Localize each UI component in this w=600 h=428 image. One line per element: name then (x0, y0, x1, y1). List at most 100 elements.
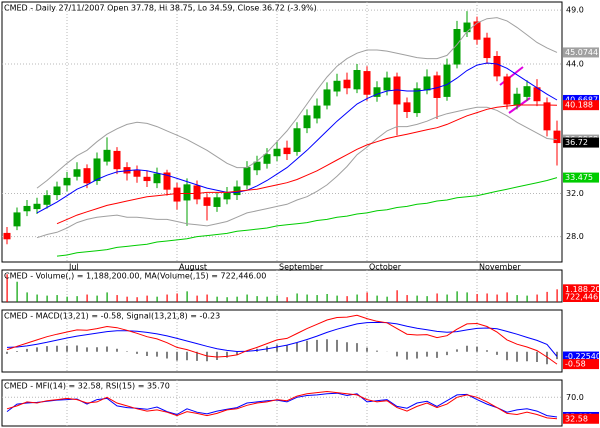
y-tick-label: 44.0 (566, 60, 584, 69)
candle-body (293, 128, 301, 152)
volume-bar (146, 295, 148, 302)
candle-body (23, 205, 31, 212)
candle-body (53, 186, 61, 196)
indicator-line (56, 104, 558, 225)
volume-ma-label: 722,446 (565, 293, 598, 302)
volume-bar (86, 294, 88, 302)
panel-frame (1, 309, 563, 373)
indicator-line-last-label-box (563, 100, 599, 111)
indicator-line (36, 62, 558, 214)
candle-body (93, 158, 101, 182)
candle-body (403, 102, 411, 113)
candle-body (353, 70, 361, 90)
volume-bar (126, 296, 128, 302)
candle-body (543, 102, 551, 131)
candle-body (373, 87, 381, 97)
panel-frame (1, 269, 563, 303)
candle-body (193, 185, 201, 200)
candle-body (143, 176, 151, 182)
oscillator-line-last-label-box (563, 413, 599, 424)
volume-bar (106, 292, 108, 302)
volume-bar (266, 296, 268, 302)
y-tick-label: 28.0 (566, 232, 584, 241)
volume-bar (556, 289, 558, 302)
volume-bar (376, 295, 378, 302)
y-tick-label: 49.0 (566, 6, 584, 15)
candle-body (473, 21, 481, 40)
volume-bar (296, 293, 298, 302)
candle-body (513, 93, 521, 106)
candle-body (423, 76, 431, 91)
volume-bar (406, 295, 408, 302)
volume-bar (416, 295, 418, 302)
candle-body (223, 192, 231, 200)
volume-bar (366, 292, 368, 302)
volume-bar (56, 295, 58, 302)
volume-bar (116, 295, 118, 302)
volume-bar (436, 293, 438, 302)
volume-bar (236, 296, 238, 302)
panel-title: CMED - Volume(,) = 1,188,200.00, MA(Volu… (4, 272, 266, 281)
oscillator-line (6, 392, 558, 418)
volume-ma-label-box (563, 292, 599, 302)
indicator-line-last-label: 45.0744 (565, 48, 598, 57)
volume-bar (136, 297, 138, 302)
candle-body (153, 173, 161, 184)
volume-bar (176, 293, 178, 302)
volume-bar (46, 295, 48, 302)
volume-label-box (563, 284, 599, 295)
indicator-line-last-label: 40.6687 (565, 95, 598, 104)
volume-bar (36, 294, 38, 302)
volume-bar (166, 294, 168, 302)
volume-bar (426, 296, 428, 302)
indicator-line-last-label: 40.188 (565, 101, 593, 110)
macd-line-last-label: -0.225409 (565, 352, 600, 361)
candle-body (213, 197, 221, 207)
candle-body (203, 197, 211, 206)
panel-title: CMED - MACD(13,21) = -0.58, Signal(13,21… (4, 312, 220, 321)
oscillator-line-last-label: 32.58 (565, 414, 588, 423)
indicator-line (36, 106, 558, 239)
candle-body (443, 64, 451, 97)
indicator-line (56, 177, 558, 257)
volume-bar (186, 291, 188, 302)
y-tick-label: 70.0 (566, 393, 584, 402)
candle-body (323, 89, 331, 106)
candle-body (63, 177, 71, 186)
volume-bar (326, 294, 328, 302)
candle-body (183, 184, 191, 201)
macd-line-last-label-box (563, 351, 599, 362)
volume-bar (336, 295, 338, 302)
volume-bar (256, 296, 258, 302)
candle-body (33, 203, 41, 210)
candle-body (263, 154, 271, 164)
macd-line-last-label: -0.58 (565, 360, 586, 369)
close-label-box (563, 137, 599, 148)
volume-bar (466, 292, 468, 302)
volume-bar (286, 297, 288, 302)
volume-bar (196, 295, 198, 302)
indicator-line-last-label-box (563, 47, 599, 58)
candle-body (493, 55, 501, 77)
indicator-line-last-label: 33.475 (565, 173, 593, 182)
volume-bar (446, 294, 448, 302)
volume-bar (516, 295, 518, 302)
x-tick-label: August (179, 263, 207, 272)
x-tick-label: September (279, 263, 324, 272)
candle-body (363, 71, 371, 95)
volume-bar (6, 274, 8, 302)
volume-bar (76, 296, 78, 302)
volume-bar (456, 291, 458, 302)
candle-body (313, 105, 321, 119)
volume-bar (536, 294, 538, 302)
volume-bar (346, 296, 348, 302)
volume-bar (316, 295, 318, 302)
volume-bar (396, 290, 398, 302)
candle-body (383, 77, 391, 91)
candle-body (253, 161, 261, 171)
macd-line (6, 321, 558, 357)
volume-bar (206, 294, 208, 302)
candle-body (343, 79, 351, 89)
volume-bar (276, 295, 278, 302)
volume-bar (356, 294, 358, 302)
